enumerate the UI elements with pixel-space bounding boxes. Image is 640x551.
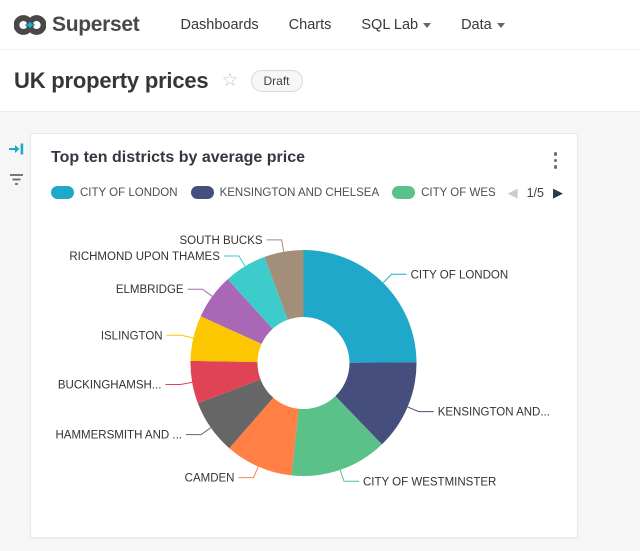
slice-label-line [407, 406, 434, 413]
filter-bar-collapsed [6, 141, 26, 191]
nav-data-label: Data [461, 16, 492, 33]
slice-label-richmond-upon-thames: RICHMOND UPON THAMES [69, 251, 220, 263]
filter-icon[interactable] [8, 173, 25, 191]
donut-slice-city-of-london[interactable] [303, 250, 417, 363]
superset-logo[interactable]: Superset [14, 9, 140, 41]
donut-slice-city-of-westminster[interactable] [291, 396, 382, 477]
favorite-star-icon[interactable]: ☆ [221, 70, 239, 91]
donut-slice-kensington-and-chelsea[interactable] [335, 362, 417, 445]
nav-sql-lab[interactable]: SQL Lab [346, 17, 446, 33]
slice-label-line [165, 381, 193, 385]
chart-title: Top ten districts by average price [51, 149, 306, 166]
superset-logo-icon [14, 14, 46, 35]
slice-label-camden: CAMDEN [185, 473, 235, 485]
kebab-menu-icon[interactable] [548, 149, 564, 172]
slice-label-city-of-london: CITY OF LONDON [411, 269, 509, 281]
slice-label-line [186, 427, 212, 436]
chart-card-header: Top ten districts by average price [31, 134, 577, 172]
legend-swatch [190, 186, 214, 199]
chevron-down-icon [496, 23, 505, 28]
legend-page-indicator: 1/5 [526, 185, 544, 200]
donut-slice-hammersmith-and[interactable] [197, 379, 274, 449]
donut-slice-islington[interactable] [190, 316, 262, 363]
legend-swatch [51, 186, 74, 199]
slice-label-line [339, 469, 359, 482]
slice-label-line [382, 273, 407, 284]
nav-charts[interactable]: Charts [274, 17, 347, 33]
nav-dashboards[interactable]: Dashboards [165, 17, 273, 33]
slice-label-city-of-westminster: CITY OF WESTMINSTER [363, 476, 496, 488]
slice-label-kensington-and-chelsea: KENSINGTON AND... [438, 407, 550, 419]
main-nav: Dashboards Charts SQL Lab Data [165, 17, 519, 33]
nav-data[interactable]: Data [446, 17, 520, 33]
slice-label-line [266, 239, 285, 252]
legend-prev-icon[interactable]: ◀ [507, 185, 518, 200]
donut-slice-south-bucks[interactable] [264, 250, 304, 320]
donut-slice-buckinghamsh[interactable] [190, 360, 261, 404]
slice-label-elmbridge: ELMBRIDGE [116, 284, 184, 296]
slice-label-islington: ISLINGTON [101, 330, 163, 342]
slice-label-hammersmith-and: HAMMERSMITH AND ... [55, 430, 182, 442]
slice-label-line [166, 334, 194, 339]
nav-charts-label: Charts [288, 16, 332, 33]
chart-card: Top ten districts by average price CITY … [30, 133, 578, 538]
donut-slice-camden[interactable] [229, 397, 299, 476]
legend-item-city-of-wes[interactable]: CITY OF WES [392, 186, 495, 199]
brand-name: Superset [52, 12, 140, 36]
legend-pager: ◀ 1/5 ▶ [508, 186, 563, 200]
nav-dashboards-label: Dashboards [180, 16, 259, 33]
slice-label-south-bucks: SOUTH BUCKS [180, 235, 263, 247]
slice-label-line [238, 466, 259, 479]
legend-label: KENSINGTON AND CHELSEA [219, 186, 380, 199]
chart-legend: CITY OF LONDON KENSINGTON AND CHELSEA CITY… [51, 185, 563, 201]
donut-chart: CITY OF LONDON KENSINGTON AND... CITY OF W… [31, 207, 577, 537]
expand-filter-bar-icon[interactable] [8, 141, 25, 162]
legend-label: CITY OF LONDON [80, 186, 178, 199]
slice-label-line [223, 255, 246, 267]
chevron-down-icon [423, 23, 432, 28]
legend-label: CITY OF WES [421, 186, 495, 199]
legend-item-city-of-london[interactable]: CITY OF LONDON [51, 186, 178, 199]
slice-label-buckinghamsh: BUCKINGHAMSH... [58, 380, 162, 392]
legend-item-kensington-and-chelsea[interactable]: KENSINGTON AND CHELSEA [190, 186, 380, 199]
donut-slice-elmbridge[interactable] [200, 279, 273, 344]
page-title: UK property prices [14, 67, 209, 93]
donut-slice-richmond-upon-thames[interactable] [227, 256, 288, 329]
slice-label-line [187, 288, 213, 297]
dashboard-header: UK property prices ☆ Draft [0, 50, 640, 112]
legend-next-icon[interactable]: ▶ [553, 185, 563, 200]
nav-sql-lab-label: SQL Lab [361, 16, 419, 33]
draft-status-badge: Draft [250, 69, 303, 92]
top-nav: Superset Dashboards Charts SQL Lab Data [0, 0, 640, 50]
legend-swatch [392, 186, 416, 199]
